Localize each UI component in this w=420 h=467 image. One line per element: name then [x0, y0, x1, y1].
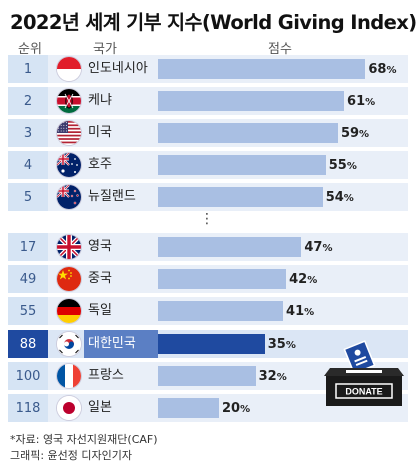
score-value-label: 20% — [222, 401, 251, 416]
south-korea-flag-icon — [57, 332, 81, 356]
score-bar — [158, 187, 323, 207]
omitted-rows-ellipsis: ⋮ — [200, 211, 214, 227]
source-note: *자료: 영국 자선지원재단(CAF) — [10, 433, 158, 446]
bar-row: 3 미국 59% — [8, 119, 408, 147]
score-bar — [158, 301, 284, 321]
bar-row: 17 영국 47% — [8, 233, 408, 261]
new-zealand-flag-icon — [57, 185, 81, 209]
score-bar — [158, 366, 256, 386]
score-value-label: 68% — [368, 62, 397, 77]
rank-label: 88 — [8, 330, 48, 358]
score-value-label: 32% — [258, 369, 287, 384]
rank-label: 17 — [8, 233, 48, 261]
score-bar — [158, 59, 366, 79]
score-bar — [158, 155, 326, 175]
rank-label: 118 — [8, 394, 48, 422]
country-label: 대한민국 — [88, 336, 136, 351]
rank-label: 4 — [8, 151, 48, 179]
bar-row: 55 독일 41% — [8, 297, 408, 325]
score-value-label: 59% — [340, 126, 370, 141]
country-label: 뉴질랜드 — [88, 189, 136, 204]
score-value-label: 42% — [289, 272, 318, 287]
graphic-credit: 그래픽: 윤선정 디자인기자 — [10, 449, 133, 462]
country-label: 호주 — [88, 157, 112, 172]
chart-title: 2022년 세계 기부 지수(World Giving Index) — [10, 11, 417, 34]
country-label: 일본 — [88, 400, 112, 415]
country-label: 중국 — [88, 271, 112, 286]
bar-row: 1 인도네시아 68% — [8, 55, 408, 83]
uk-flag-icon — [57, 235, 81, 259]
country-label: 미국 — [88, 125, 112, 140]
rank-label: 2 — [8, 87, 48, 115]
australia-flag-icon — [57, 153, 81, 177]
score-bar — [158, 91, 345, 111]
donation-box-icon: DONATE — [322, 340, 406, 412]
rank-label: 49 — [8, 265, 48, 293]
score-value-label: 35% — [267, 337, 296, 352]
country-label: 독일 — [88, 303, 112, 318]
score-value-label: 55% — [328, 158, 357, 173]
country-label: 인도네시아 — [88, 61, 148, 76]
rank-label: 100 — [8, 362, 48, 390]
kenya-flag-icon — [57, 89, 81, 113]
country-label: 케냐 — [88, 93, 112, 108]
country-label: 프랑스 — [88, 368, 124, 383]
score-bar — [158, 123, 338, 143]
score-value-label: 41% — [286, 304, 315, 319]
score-bar — [158, 398, 219, 418]
bar-row: 5 뉴질랜드 54% — [8, 183, 408, 211]
score-column-header: 점수 — [268, 42, 292, 57]
score-value-label: 47% — [304, 240, 333, 255]
china-flag-icon — [57, 267, 81, 291]
france-flag-icon — [57, 364, 81, 388]
indonesia-flag-icon — [57, 57, 81, 81]
bar-row: 88 대한민국 35% — [8, 330, 408, 358]
donate-label: DONATE — [345, 387, 382, 397]
rank-label: 5 — [8, 183, 48, 211]
score-bar — [158, 334, 265, 354]
country-label: 영국 — [88, 239, 112, 254]
rank-column-header: 순위 — [18, 42, 42, 57]
bar-row: 4 호주 55% — [8, 151, 408, 179]
rank-label: 55 — [8, 297, 48, 325]
country-column-header: 국가 — [93, 42, 117, 57]
rank-label: 3 — [8, 119, 48, 147]
highlight-name-background — [84, 330, 158, 358]
japan-flag-icon — [57, 396, 81, 420]
score-value-label: 61% — [347, 94, 376, 109]
score-bar — [158, 269, 287, 289]
bar-row: 2 케냐 61% — [8, 87, 408, 115]
bar-row: 49 중국 42% — [8, 265, 408, 293]
rank-label: 1 — [8, 55, 48, 83]
germany-flag-icon — [57, 299, 81, 323]
score-bar — [158, 237, 302, 257]
score-value-label: 54% — [325, 190, 354, 205]
usa-flag-icon — [57, 121, 81, 145]
